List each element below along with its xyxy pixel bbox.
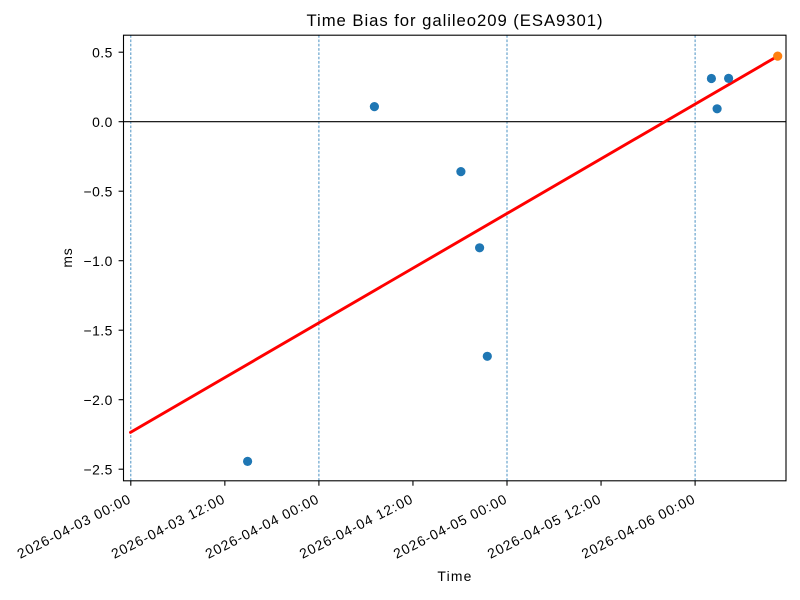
svg-text:−1.0: −1.0 (83, 253, 112, 269)
svg-text:Time Bias for galileo209 (ESA9: Time Bias for galileo209 (ESA9301) (307, 11, 604, 30)
svg-text:−2.5: −2.5 (83, 461, 112, 477)
svg-text:0.0: 0.0 (92, 114, 113, 130)
svg-text:Time: Time (437, 568, 472, 584)
svg-text:−2.0: −2.0 (83, 392, 112, 408)
svg-text:−1.5: −1.5 (83, 322, 112, 338)
svg-text:ms: ms (59, 247, 75, 267)
svg-text:0.5: 0.5 (92, 44, 113, 60)
svg-text:−0.5: −0.5 (83, 183, 112, 199)
